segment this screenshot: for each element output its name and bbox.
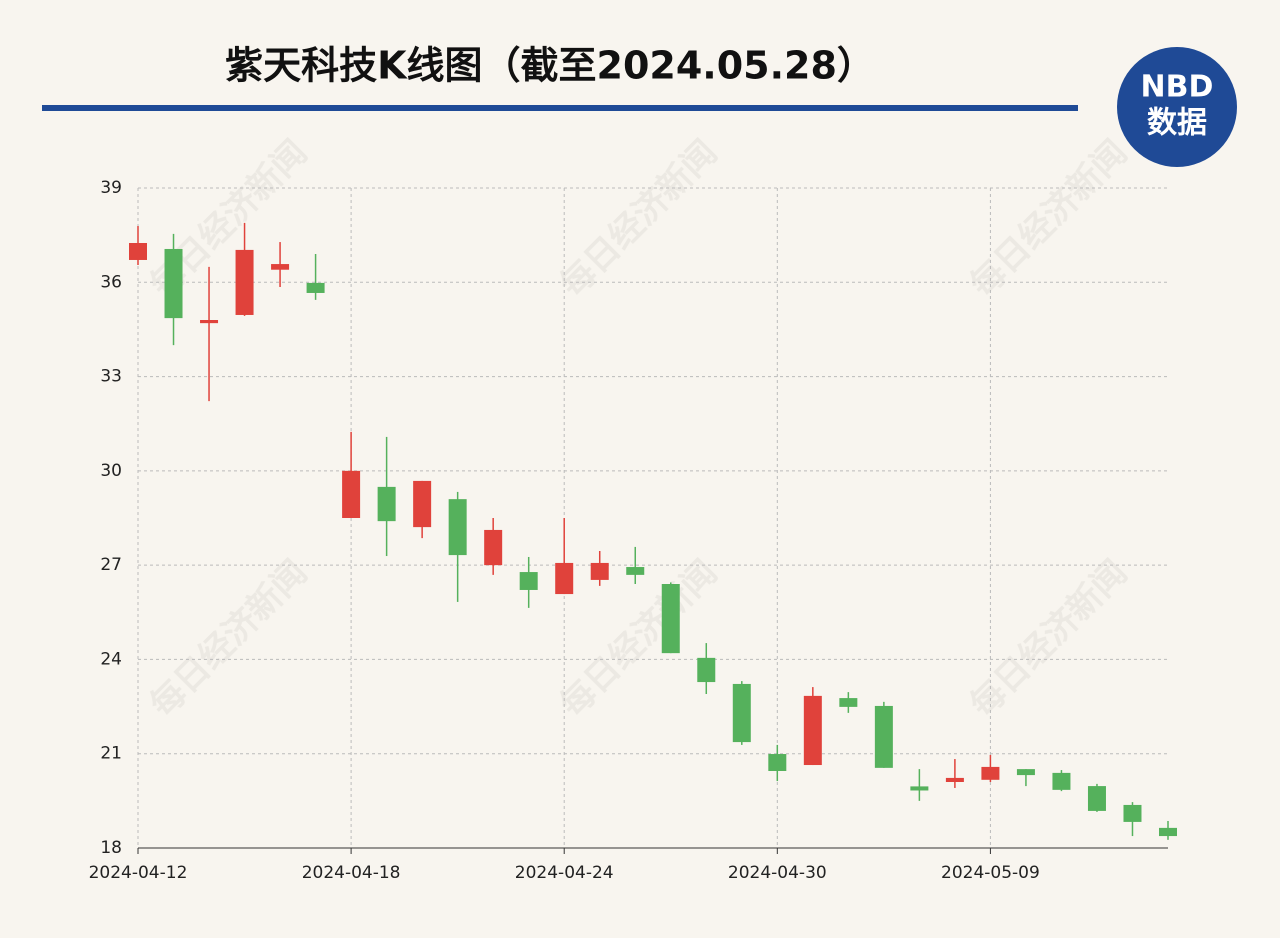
y-tick-label: 39 (100, 178, 122, 198)
candle-body (803, 695, 822, 766)
candle-body (377, 486, 396, 522)
y-tick-label: 33 (100, 367, 122, 387)
candle-body (1159, 827, 1177, 837)
y-tick-label: 24 (100, 649, 122, 669)
chart-title: 紫天科技K线图（截至2024.05.28） (225, 44, 875, 88)
watermark: 每日经济新闻 (963, 133, 1136, 306)
candle-body (945, 777, 964, 782)
candle-body (697, 657, 716, 683)
candle-body (164, 248, 183, 319)
candle-body (626, 567, 645, 575)
logo-top: NBD (1141, 70, 1214, 105)
candle-body (910, 786, 929, 791)
candle-body (661, 584, 680, 654)
candle-body (590, 562, 609, 580)
watermarks: 每日经济新闻 每日经济新闻 每日经济新闻 每日经济新闻 每日经济新闻 每日经济新… (143, 133, 1136, 726)
candle-body (448, 499, 467, 556)
candle-body (200, 320, 219, 324)
x-tick-label: 2024-04-18 (302, 863, 401, 883)
watermark: 每日经济新闻 (963, 553, 1136, 726)
y-tick-label: 30 (100, 461, 122, 481)
watermark: 每日经济新闻 (553, 553, 726, 726)
logo-bottom: 数据 (1147, 106, 1207, 141)
x-tick-label: 2024-04-24 (515, 863, 614, 883)
logo (1117, 47, 1237, 167)
x-tick-label: 2024-05-09 (941, 863, 1040, 883)
candle-body (1052, 772, 1071, 790)
candle-body (839, 698, 858, 707)
candle-body (271, 264, 290, 270)
candle-body (1123, 804, 1142, 822)
candle-body (235, 249, 254, 315)
candle-body (874, 705, 893, 768)
candle-body (129, 243, 147, 260)
title-rule (42, 105, 1078, 111)
y-tick-label: 18 (100, 838, 122, 858)
candle-body (413, 480, 432, 528)
y-tick-label: 27 (100, 555, 122, 575)
watermark: 每日经济新闻 (553, 133, 726, 306)
candle-body (981, 766, 1000, 780)
candle-body (732, 683, 751, 743)
x-tick-label: 2024-04-30 (728, 863, 827, 883)
candle-body (1016, 769, 1035, 776)
candle-body (306, 282, 325, 293)
candle-body (768, 754, 787, 771)
candle-body (555, 562, 574, 595)
y-tick-label: 21 (100, 744, 122, 764)
x-tick-label: 2024-04-12 (89, 863, 188, 883)
candle-body (484, 529, 503, 566)
watermark: 每日经济新闻 (143, 553, 316, 726)
candle-body (1087, 786, 1106, 811)
candle-body (342, 470, 361, 518)
y-tick-label: 36 (100, 272, 122, 292)
candle-body (519, 572, 538, 590)
